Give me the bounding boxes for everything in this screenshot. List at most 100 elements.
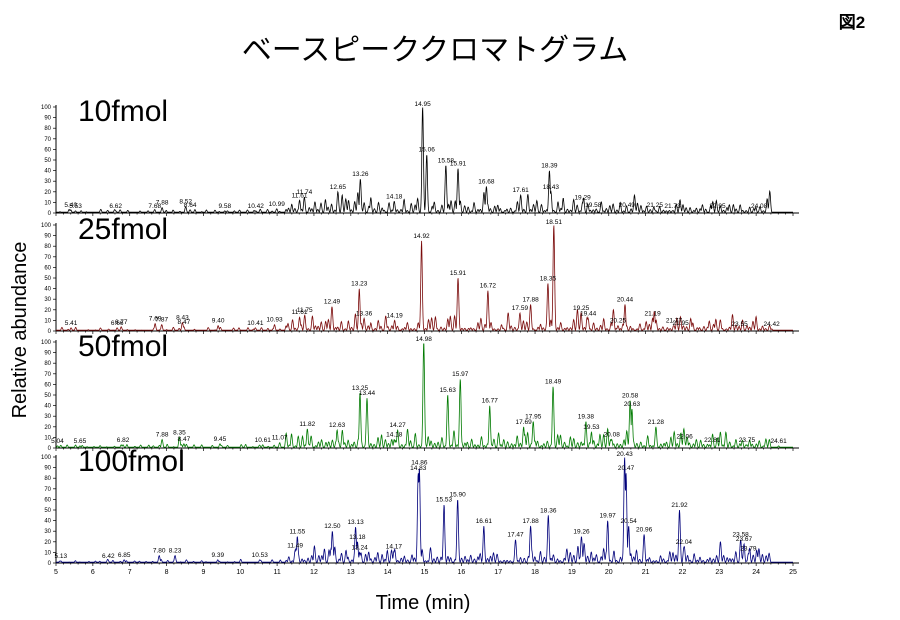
y-tick-label: 90 xyxy=(44,466,51,472)
peak-label: 9.58 xyxy=(218,203,231,210)
peak-label: 10.99 xyxy=(269,201,286,208)
x-tick-label: 15 xyxy=(421,569,429,576)
peak-label: 6.85 xyxy=(118,552,131,559)
x-tick-label: 19 xyxy=(568,569,576,576)
peak-label: 9.45 xyxy=(214,436,227,443)
peak-label: 20.47 xyxy=(618,465,635,472)
peak-label: 21.25 xyxy=(647,202,664,209)
y-tick-label: 70 xyxy=(44,137,51,143)
peak-label: 20.08 xyxy=(604,432,621,439)
panel-label-25fmol: 25fmol xyxy=(78,213,168,246)
peak-label: 18.43 xyxy=(543,184,560,191)
series-trace-10fmol xyxy=(56,107,793,214)
peak-label: 15.58 xyxy=(438,157,455,164)
y-tick-label: 80 xyxy=(44,126,51,132)
y-tick-label: 50 xyxy=(44,276,51,282)
peak-label: 17.69 xyxy=(515,419,532,426)
peak-label: 5.40 xyxy=(64,202,77,209)
series-trace-50fmol xyxy=(56,343,793,449)
peak-label: 13.26 xyxy=(352,171,369,178)
peak-label: 21.77 xyxy=(666,318,683,325)
x-tick-label: 20 xyxy=(605,569,613,576)
x-tick-label: 18 xyxy=(531,569,539,576)
y-tick-label: 30 xyxy=(44,179,51,185)
peak-label: 15.53 xyxy=(436,497,453,504)
peak-label: 17.59 xyxy=(512,305,529,312)
peak-label: 16.61 xyxy=(476,518,493,525)
y-tick-label: 20 xyxy=(44,190,51,196)
x-tick-label: 22 xyxy=(679,569,687,576)
y-tick-label: 40 xyxy=(44,287,51,293)
peak-label: 8.47 xyxy=(178,319,191,326)
y-tick-label: 30 xyxy=(44,529,51,535)
peak-label: 23.75 xyxy=(739,437,756,444)
peak-label: 21.28 xyxy=(648,419,665,426)
y-tick-label: 40 xyxy=(44,404,51,410)
peak-label: 18.51 xyxy=(546,219,563,226)
peak-label: 14.19 xyxy=(387,312,404,319)
y-tick-label: 40 xyxy=(44,519,51,525)
peak-label: 24.08 xyxy=(751,203,768,210)
x-tick-label: 16 xyxy=(457,569,465,576)
x-axis-title: Time (min) xyxy=(376,592,471,614)
panel-100fmol: 0 10 20 30 40 50 60 70 80 90 100 5 6 7 8 9 10 11 12 13 14 15 1… xyxy=(41,445,799,576)
peak-label: 19.29 xyxy=(574,194,591,201)
peak-label: 24.42 xyxy=(763,321,780,328)
peak-label: 7.88 xyxy=(156,200,169,207)
y-tick-label: 60 xyxy=(44,265,51,271)
y-tick-label: 0 xyxy=(48,561,52,567)
panel-25fmol: 0 10 20 30 40 50 60 70 80 90 100 25fmol 5.41 6.666.77… xyxy=(41,213,799,335)
peak-label: 23.79 xyxy=(740,545,757,552)
peak-label: 11.75 xyxy=(297,307,313,314)
y-tick-label: 40 xyxy=(44,169,51,175)
x-tick-label: 8 xyxy=(165,569,169,576)
y-tick-label: 60 xyxy=(44,382,51,388)
y-tick-label: 10 xyxy=(44,435,51,441)
peak-label: 13.25 xyxy=(352,385,369,392)
peak-label: 14.18 xyxy=(386,432,403,439)
y-tick-label: 10 xyxy=(44,550,51,556)
peak-label: 6.82 xyxy=(117,437,130,444)
y-tick-label: 60 xyxy=(44,497,51,503)
peak-label: 20.49 xyxy=(619,202,636,209)
x-tick-label: 13 xyxy=(347,569,355,576)
x-tick-label: 25 xyxy=(789,569,797,576)
peak-label: 9.40 xyxy=(212,318,225,325)
y-tick-label: 50 xyxy=(44,158,51,164)
peak-label: 11.55 xyxy=(289,529,305,536)
y-axis-title: Relative abundance xyxy=(9,242,31,419)
panel-label-10fmol: 10fmol xyxy=(78,95,168,128)
panel-10fmol: 0 10 20 30 40 50 60 70 80 90 100 10fmol 5.405.53 6.62… xyxy=(41,95,799,217)
peak-label: 17.88 xyxy=(522,297,539,304)
peak-label: 22.06 xyxy=(677,434,694,441)
x-tick-label: 14 xyxy=(384,569,392,576)
x-tick-label: 17 xyxy=(494,569,502,576)
y-tick-label: 20 xyxy=(44,308,51,314)
peak-label: 14.98 xyxy=(416,336,433,343)
peak-label: 13.23 xyxy=(351,281,368,288)
peak-label: 13.13 xyxy=(347,519,364,526)
x-tick-label: 12 xyxy=(310,569,318,576)
peak-label: 17.47 xyxy=(507,532,524,539)
panel-label-50fmol: 50fmol xyxy=(78,330,168,363)
peak-label: 11.82 xyxy=(299,421,315,428)
peak-label: 7.87 xyxy=(155,317,168,324)
peak-label: 8.64 xyxy=(184,202,197,209)
peak-label: 13.24 xyxy=(352,544,369,551)
peak-label: 23.67 xyxy=(736,536,753,543)
y-tick-label: 100 xyxy=(41,223,52,229)
peak-label: 21.95 xyxy=(672,320,689,327)
peak-label: 14.95 xyxy=(415,101,432,108)
peak-label: 11.61 xyxy=(292,309,308,316)
x-tick-label: 24 xyxy=(752,569,760,576)
y-tick-label: 70 xyxy=(44,255,51,261)
peak-label: 20.63 xyxy=(624,401,641,408)
peak-label: 6.62 xyxy=(109,203,122,210)
y-tick-label: 10 xyxy=(44,318,51,324)
peak-label: 11.07 xyxy=(272,435,288,442)
peak-label: 14.27 xyxy=(389,422,406,429)
peak-label: 6.42 xyxy=(102,553,115,560)
peak-label: 17.95 xyxy=(525,414,542,421)
peak-label: 8.23 xyxy=(169,548,182,555)
peak-label: 16.72 xyxy=(480,283,497,290)
